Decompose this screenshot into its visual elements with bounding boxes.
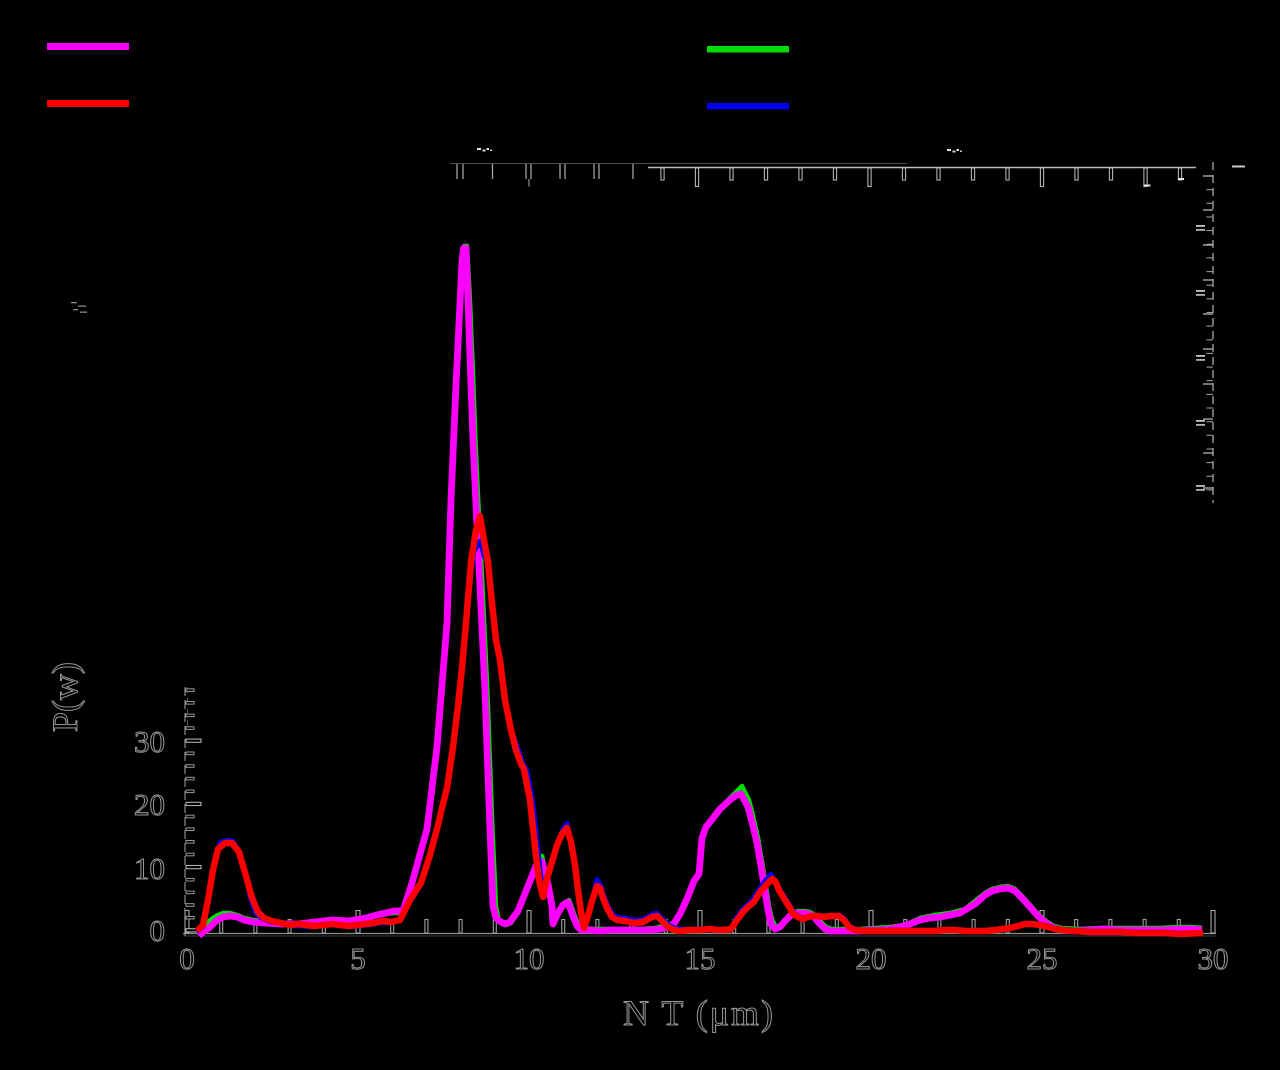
svg-text:25: 25 — [1027, 941, 1058, 976]
svg-text:5: 5 — [350, 941, 366, 976]
svg-text:20: 20 — [856, 941, 887, 976]
svg-text:15: 15 — [685, 941, 716, 976]
svg-text:10: 10 — [134, 851, 165, 886]
svg-text:0: 0 — [150, 913, 166, 948]
svg-text:N T (μm): N T (μm) — [623, 993, 775, 1033]
svg-text:10: 10 — [514, 941, 545, 976]
svg-text:0: 0 — [179, 941, 195, 976]
svg-text:30: 30 — [134, 724, 165, 759]
svg-text:P(w): P(w) — [45, 662, 85, 732]
svg-text:30: 30 — [1198, 941, 1229, 976]
svg-text:20: 20 — [134, 787, 165, 822]
